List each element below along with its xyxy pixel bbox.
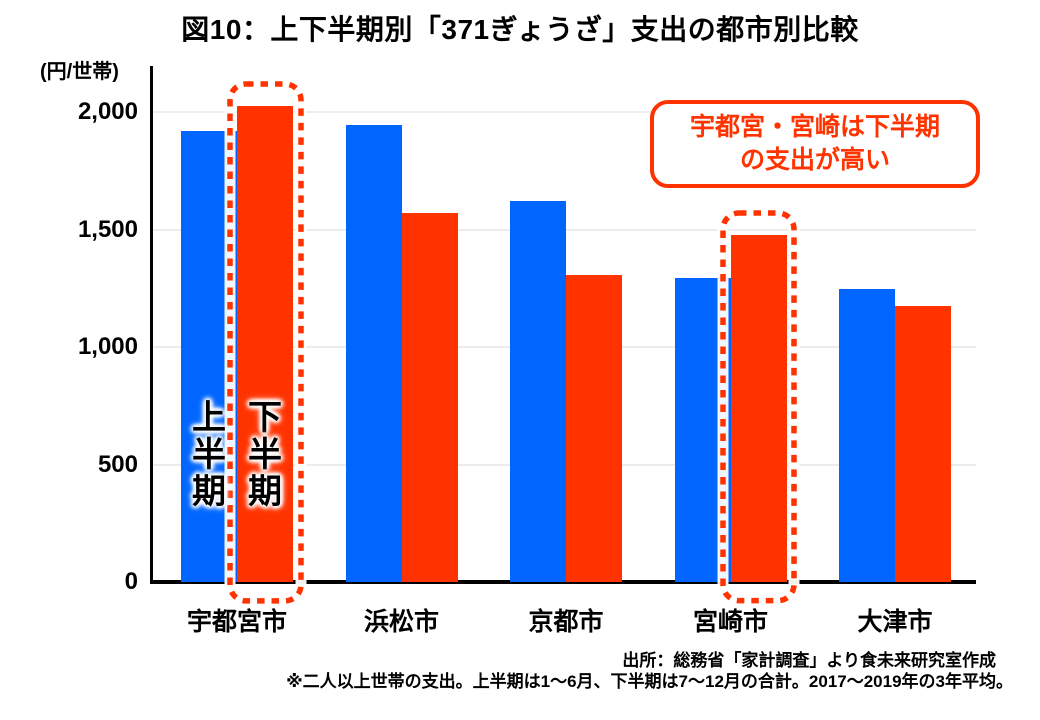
highlight-outline-宮崎市 (717, 207, 800, 607)
x-label-宇都宮市: 宇都宮市 (186, 608, 287, 636)
bar-下半期-大津市 (895, 305, 951, 582)
bar-上半期-京都市 (510, 201, 566, 582)
x-label-宮崎市: 宮崎市 (692, 608, 768, 636)
bar-上半期-大津市 (839, 289, 895, 582)
y-tick-label-500: 500 (97, 450, 138, 478)
chart-title: 図10：上下半期別「371ぎょうざ」支出の都市別比較 (181, 14, 859, 45)
bar-下半期-宇都宮市 (237, 106, 293, 582)
x-label-大津市: 大津市 (857, 608, 933, 636)
series-label-上半期: 上 半 期 (192, 399, 226, 511)
annotation-callout: 宇都宮・宮崎は下半期 の支出が高い (650, 100, 980, 188)
bar-上半期-浜松市 (345, 124, 402, 582)
source-text: 出所：総務省「家計調査」より食未来研究室作成 (622, 651, 996, 670)
footer: 出所：総務省「家計調査」より食未来研究室作成 ※二人以上世帯の支出。上半期は1～… (286, 650, 1013, 692)
bar-下半期-宮崎市 (730, 235, 787, 582)
x-axis-line (150, 580, 976, 584)
y-tick-label-1500: 1,500 (77, 215, 138, 243)
bar-下半期-浜松市 (401, 213, 458, 582)
gridline-2000 (150, 111, 976, 113)
highlight-outline-宇都宮市 (224, 78, 306, 607)
y-tick-label-2000: 2,000 (77, 98, 138, 125)
annotation-line2: の支出が高い (739, 146, 890, 174)
y-axis-line (150, 66, 153, 582)
annotation-line1: 宇都宮・宮崎は下半期 (689, 113, 940, 141)
series-label-下半期: 下 半 期 (248, 399, 282, 511)
x-label-浜松市: 浜松市 (363, 608, 439, 636)
note-text: ※二人以上世帯の支出。上半期は1～6月、下半期は7～12月の合計。2017～20… (286, 672, 1013, 691)
y-axis-unit-label: (円/世帯) (40, 61, 119, 83)
bar-下半期-京都市 (566, 275, 622, 582)
x-label-京都市: 京都市 (528, 608, 604, 636)
y-tick-label-1000: 1,000 (77, 333, 138, 360)
y-tick-label-0: 0 (124, 568, 138, 595)
